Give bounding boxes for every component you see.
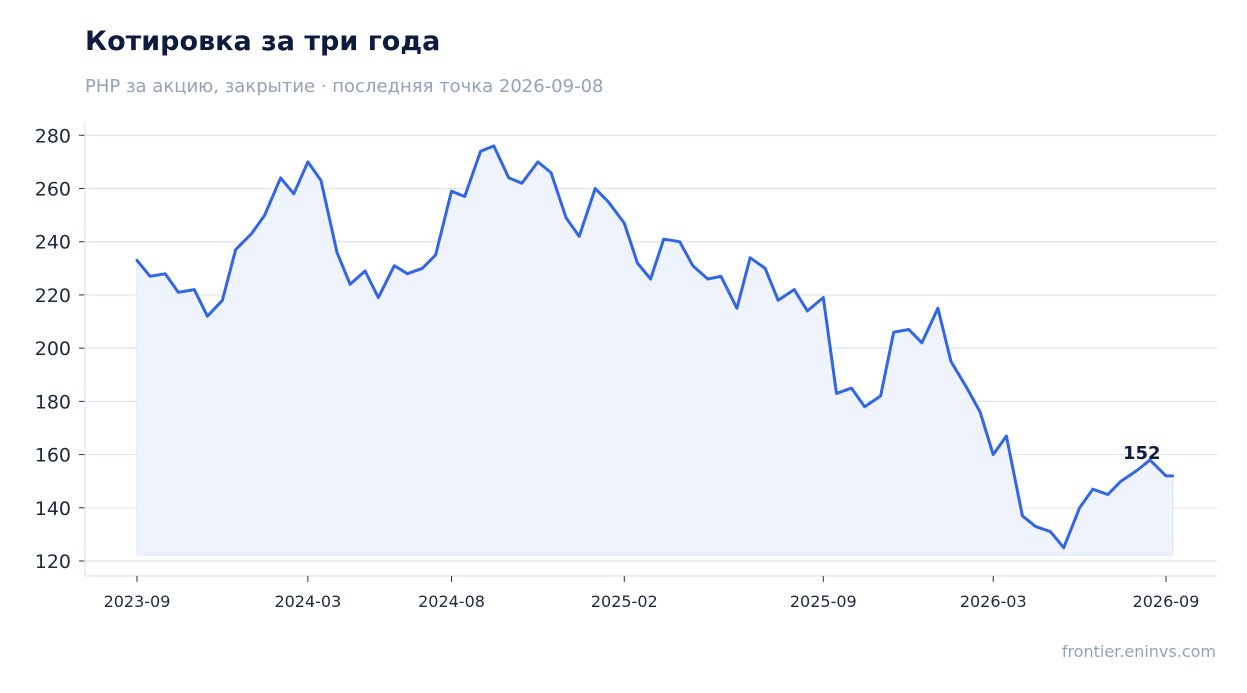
source-credit: frontier.eninvs.com	[1061, 642, 1216, 661]
y-tick-label: 200	[35, 338, 71, 360]
x-tick-label: 2025-09	[790, 592, 857, 611]
y-tick-label: 160	[35, 445, 71, 467]
last-value-label: 152	[1123, 443, 1161, 464]
series-line-layer	[135, 144, 1175, 550]
x-tick-label: 2026-03	[960, 592, 1027, 611]
x-tick-label: 2023-09	[104, 592, 171, 611]
y-tick-label: 240	[35, 232, 71, 254]
chart-subtitle: PHP за акцию, закрытие · последняя точка…	[85, 76, 604, 97]
x-tick-label: 2025-02	[591, 592, 658, 611]
series-line	[135, 144, 1175, 550]
chart-title: Котировка за три года	[85, 26, 441, 57]
y-tick-label: 280	[35, 125, 71, 147]
y-tick-label: 220	[35, 285, 71, 307]
chart-axes	[79, 122, 1217, 582]
tick-labels: 120 140 160 180 200 220 240 260 280 2023-09 2024-0…	[35, 125, 1200, 611]
x-tick-label: 2024-03	[274, 592, 341, 611]
y-tick-label: 120	[35, 551, 71, 573]
x-tick-label: 2026-09	[1133, 592, 1200, 611]
y-tick-label: 140	[35, 498, 71, 520]
y-tick-label: 180	[35, 391, 71, 413]
x-tick-label: 2024-08	[418, 592, 485, 611]
y-tick-label: 260	[35, 179, 71, 201]
